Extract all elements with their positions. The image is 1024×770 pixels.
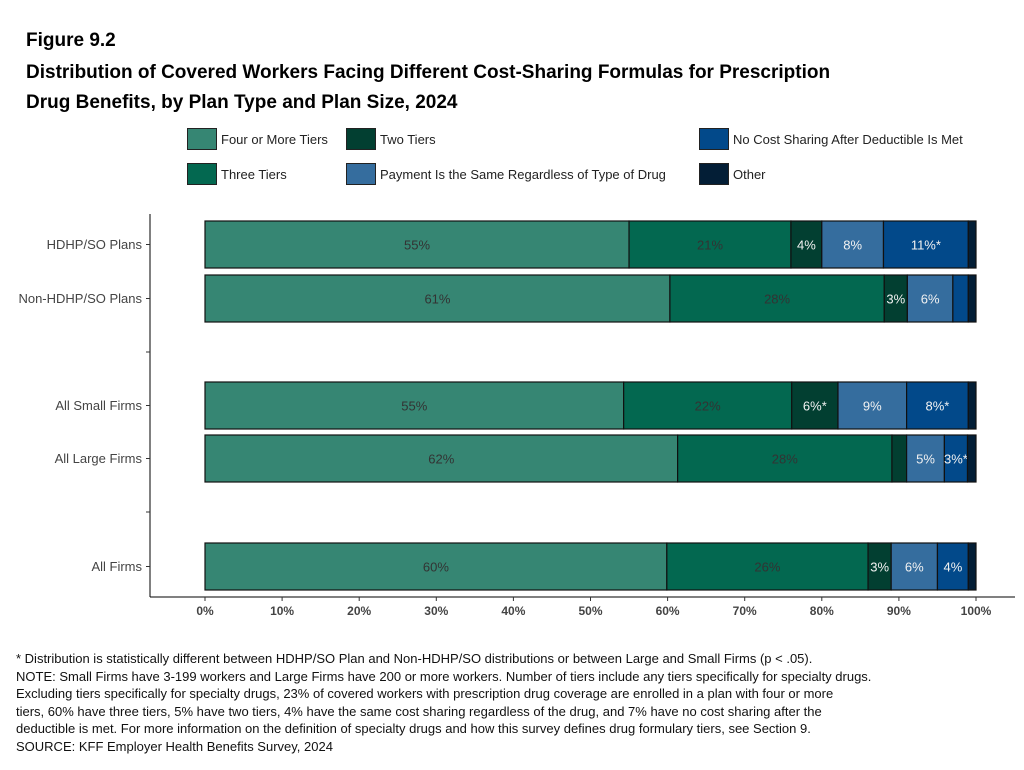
legend-label: No Cost Sharing After Deductible Is Met [733,131,963,147]
data-label: 3% [870,560,889,575]
legend-item: Payment Is the Same Regardless of Type o… [346,163,666,185]
bar-segment [906,434,945,483]
data-label: 62% [428,452,454,467]
chart-title-line2: Drug Benefits, by Plan Type and Plan Siz… [26,92,458,113]
data-label: 6%* [803,399,827,414]
data-label: 55% [401,399,427,414]
bar-segment [906,274,954,323]
legend-swatch [699,128,729,150]
x-tick-label: 60% [656,604,680,618]
legend-item: No Cost Sharing After Deductible Is Met [699,128,963,150]
data-label: 4% [797,238,816,253]
data-label: 3%* [944,452,968,467]
bar-segment [204,220,630,269]
data-label: 8% [843,238,862,253]
x-tick-label: 30% [424,604,448,618]
data-label: 6% [921,292,940,307]
y-tick-label: HDHP/SO Plans [47,237,143,252]
x-tick-label: 70% [733,604,757,618]
legend-item: Three Tiers [187,163,287,185]
data-label: 11%* [911,238,941,253]
legend-swatch [187,128,217,150]
bar-segment [967,542,977,591]
legend-label: Payment Is the Same Regardless of Type o… [380,166,666,182]
y-tick-label: All Firms [91,559,142,574]
x-tick-label: 80% [810,604,834,618]
x-tick-label: 50% [578,604,602,618]
x-tick-label: 90% [887,604,911,618]
data-label: 26% [754,560,780,575]
bar-segment [891,434,908,483]
legend-swatch [699,163,729,185]
footnote-significance: * Distribution is statistically differen… [16,651,813,666]
bar-segment [821,220,885,269]
bar-segment [204,542,668,591]
y-tick-label: All Large Firms [55,451,143,466]
x-tick-label: 100% [961,604,992,618]
footnote-source: SOURCE: KFF Employer Health Benefits Sur… [16,738,333,754]
footnote-note-4: deductible is met. For more information … [16,721,811,736]
x-tick-label: 10% [270,604,294,618]
x-tick-label: 0% [196,604,214,618]
data-label: 6% [905,560,924,575]
bar-segment [967,381,977,430]
legend-item: Other [699,163,766,185]
bar-segment [790,220,823,269]
data-label: 3% [886,292,905,307]
data-label: 61% [424,292,450,307]
x-tick-label: 40% [501,604,525,618]
bar-segment [669,274,885,323]
y-tick-label: Non-HDHP/SO Plans [18,291,142,306]
bar-segment [936,542,969,591]
bar-segment [952,274,969,323]
footnote-note-1: NOTE: Small Firms have 3-199 workers and… [16,668,872,684]
y-tick-label: All Small Firms [55,398,142,413]
legend-swatch [187,163,217,185]
data-label: 8%* [926,399,950,414]
bar-segment [966,434,977,483]
data-label: 21% [697,238,723,253]
figure-number: Figure 9.2 [26,30,116,51]
bar-segment [791,381,839,430]
legend-label: Other [733,166,766,182]
footnote-note-3: tiers, 60% have three tiers, 5% have two… [16,703,822,719]
bar-segment [204,381,625,430]
bar-segment [906,381,969,430]
x-tick-label: 20% [347,604,371,618]
legend-item: Two Tiers [346,128,436,150]
bar-segment [837,381,908,430]
legend-label: Four or More Tiers [221,131,328,147]
data-label: 28% [772,452,798,467]
chart-title-line1: Distribution of Covered Workers Facing D… [26,62,831,83]
bar-segment [666,542,869,591]
legend-label: Three Tiers [221,166,287,182]
data-label: 28% [764,292,790,307]
footnote-note-2: Excluding tiers specifically for special… [16,686,834,701]
bar-segment [204,434,679,483]
data-label: 4% [943,560,962,575]
data-label: 9% [863,399,882,414]
data-label: 55% [404,238,430,253]
data-label: 22% [695,399,721,414]
legend-label: Two Tiers [380,131,436,147]
bar-segment [967,220,977,269]
data-label: 60% [423,560,449,575]
legend-swatch [346,163,376,185]
stacked-bar-chart: HDHP/SO Plans 55% 21% 4% 8% 11%* Non-HDHP/SO P… [18,214,1015,618]
bar-segment [623,381,793,430]
footnotes: * Distribution is statistically differen… [16,650,871,755]
bar-segment [677,434,893,483]
bar-segment [882,220,969,269]
legend-item: Four or More Tiers [187,128,328,150]
data-label: 5% [916,452,935,467]
bar-segment [967,274,977,323]
legend-swatch [346,128,376,150]
